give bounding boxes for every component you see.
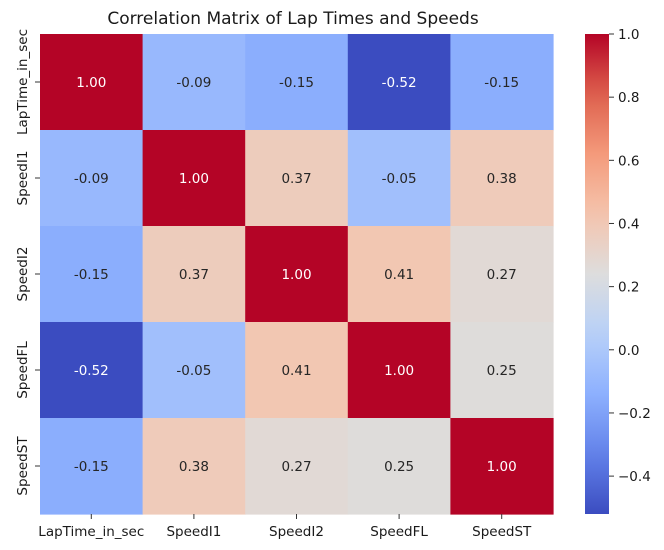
cell-value-label: 1.00 [281, 267, 311, 283]
heatmap-cell [450, 322, 554, 419]
heatmap-cell [347, 322, 451, 419]
heatmap-cell [347, 226, 451, 323]
cell-value-label: -0.52 [382, 75, 417, 91]
heatmap-cell [142, 130, 246, 227]
colorbar-gradient [585, 34, 609, 514]
heatmap-cell [245, 130, 349, 227]
heatmap-cell [450, 34, 554, 131]
y-tick-label: SpeedI2 [15, 247, 31, 302]
colorbar-tick-label: 0.6 [618, 153, 639, 169]
heatmap-cell [245, 322, 349, 419]
x-tick-label: SpeedI2 [269, 524, 324, 540]
cell-value-label: 0.41 [281, 363, 311, 379]
heatmap-cell [142, 322, 246, 419]
heatmap-cell [142, 418, 246, 515]
y-axis: LapTime_in_sec SpeedI1 SpeedI2 SpeedFL Speed… [15, 29, 40, 496]
x-tick-label: SpeedST [472, 524, 532, 540]
x-axis: LapTime_in_sec SpeedI1 SpeedI2 SpeedFL Speed… [38, 514, 532, 540]
cell-value-label: -0.09 [74, 171, 109, 187]
heatmap-cell [347, 130, 451, 227]
y-tick-label: SpeedST [15, 436, 31, 496]
heatmap-cell [142, 34, 246, 131]
heatmap-cell [450, 418, 554, 515]
colorbar: 1.0 0.8 0.6 0.4 0.2 0.0 −0.2 −0.4 [585, 27, 651, 514]
colorbar-tick-label: −0.2 [618, 406, 651, 422]
heatmap-cell [347, 418, 451, 515]
heatmap-cell [347, 34, 451, 131]
cell-value-label: 0.38 [487, 171, 517, 187]
cell-value-label: 0.27 [281, 459, 311, 475]
heatmap-cell [40, 226, 144, 323]
heatmap-cell [245, 34, 349, 131]
x-tick-label: LapTime_in_sec [38, 524, 144, 540]
heatmap-cell [40, 322, 144, 419]
cell-value-label: -0.05 [382, 171, 417, 187]
colorbar-tick-label: 0.8 [618, 90, 639, 106]
heatmap-cell [450, 226, 554, 323]
cell-value-label: 1.00 [487, 459, 517, 475]
x-tick-label: SpeedFL [370, 524, 428, 540]
cell-value-label: 1.00 [384, 363, 414, 379]
cell-value-label: -0.15 [74, 459, 109, 475]
cell-value-label: 0.38 [179, 459, 209, 475]
cell-value-label: -0.15 [74, 267, 109, 283]
heatmap-cells: 1.00 -0.09 -0.15 -0.52 -0.15 -0.09 1.00 0.37 -0.… [40, 34, 554, 515]
cell-value-label: 0.41 [384, 267, 414, 283]
heatmap-cell [40, 418, 144, 515]
cell-value-label: -0.15 [484, 75, 519, 91]
cell-value-label: 1.00 [76, 75, 106, 91]
heatmap-cell [245, 226, 349, 323]
cell-value-label: 0.37 [281, 171, 311, 187]
colorbar-tick-label: 0.4 [618, 216, 639, 232]
cell-value-label: 1.00 [179, 171, 209, 187]
x-tick-label: SpeedI1 [166, 524, 221, 540]
cell-value-label: -0.52 [74, 363, 109, 379]
y-tick-label: LapTime_in_sec [15, 29, 31, 135]
cell-value-label: -0.15 [279, 75, 314, 91]
colorbar-tick-label: 0.0 [618, 343, 639, 359]
heatmap-cell [245, 418, 349, 515]
cell-value-label: 0.37 [179, 267, 209, 283]
cell-value-label: -0.05 [176, 363, 211, 379]
y-tick-label: SpeedFL [15, 341, 31, 399]
heatmap-cell [450, 130, 554, 227]
cell-value-label: 0.25 [384, 459, 414, 475]
heatmap-cell [142, 226, 246, 323]
chart-title: Correlation Matrix of Lap Times and Spee… [107, 9, 478, 29]
cell-value-label: -0.09 [176, 75, 211, 91]
colorbar-tick-label: −0.4 [618, 469, 651, 485]
colorbar-tick-label: 0.2 [618, 280, 639, 296]
colorbar-tick-label: 1.0 [618, 27, 639, 43]
heatmap-cell [40, 34, 144, 131]
heatmap-cell [40, 130, 144, 227]
cell-value-label: 0.27 [487, 267, 517, 283]
y-tick-label: SpeedI1 [15, 151, 31, 206]
cell-value-label: 0.25 [487, 363, 517, 379]
